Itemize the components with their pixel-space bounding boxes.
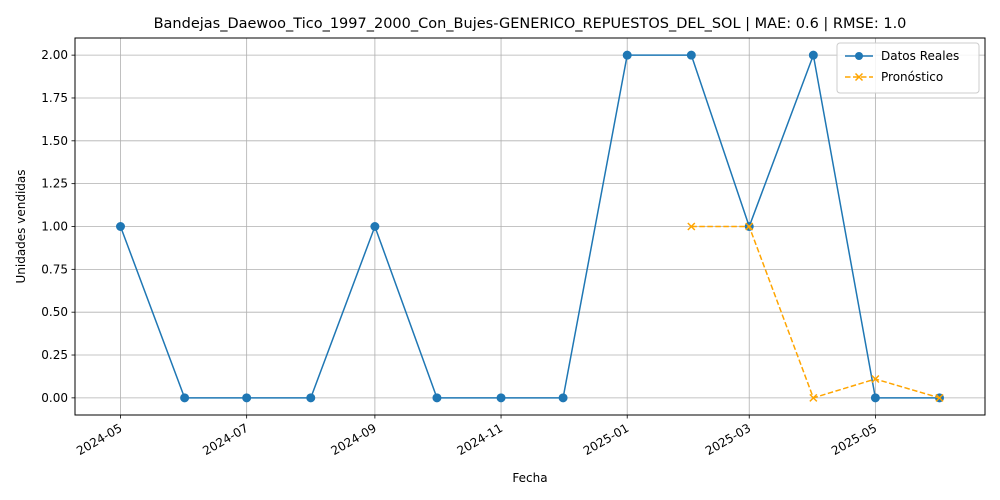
data-point bbox=[116, 222, 125, 231]
data-point bbox=[306, 393, 316, 403]
data-point bbox=[242, 393, 252, 403]
data-point bbox=[687, 222, 696, 231]
legend-marker bbox=[854, 72, 864, 82]
data-point bbox=[370, 222, 380, 231]
data-point bbox=[870, 393, 880, 403]
series-forecast bbox=[687, 222, 944, 402]
data-point bbox=[808, 50, 818, 60]
legend-label: Pronóstico bbox=[881, 70, 943, 84]
x-tick-label: 2024-09 bbox=[328, 421, 378, 458]
y-tick-label: 0.50 bbox=[41, 305, 68, 319]
data-point bbox=[432, 393, 442, 403]
legend-item: Pronóstico bbox=[845, 70, 943, 84]
data-point bbox=[180, 393, 190, 403]
data-point bbox=[871, 374, 880, 384]
x-tick-label: 2025-01 bbox=[581, 421, 631, 458]
y-axis-label: Unidades vendidas bbox=[14, 169, 28, 283]
grid bbox=[75, 38, 985, 415]
legend-item: Datos Reales bbox=[845, 49, 959, 63]
x-tick-label: 2025-03 bbox=[703, 421, 753, 458]
legend-label: Datos Reales bbox=[881, 49, 959, 63]
x-tick-label: 2025-05 bbox=[829, 421, 879, 458]
y-tick-label: 0.00 bbox=[41, 391, 68, 405]
y-tick-label: 1.25 bbox=[41, 177, 68, 191]
data-point bbox=[496, 393, 506, 403]
data-point bbox=[935, 393, 944, 402]
data-point bbox=[686, 50, 696, 60]
y-tick-label: 1.50 bbox=[41, 134, 68, 148]
x-tick-label: 2024-11 bbox=[455, 421, 505, 458]
legend: Datos Reales Pronóstico bbox=[836, 42, 980, 94]
series-actual bbox=[116, 50, 944, 403]
data-point bbox=[809, 393, 818, 402]
x-tick-label: 2024-07 bbox=[200, 421, 250, 458]
data-point bbox=[558, 393, 568, 403]
legend-marker bbox=[855, 52, 863, 60]
series-line bbox=[119, 52, 940, 399]
series-layer bbox=[116, 50, 944, 403]
y-tick-label: 0.75 bbox=[41, 262, 68, 276]
x-axis-label: Fecha bbox=[512, 471, 547, 485]
chart-title: Bandejas_Daewoo_Tico_1997_2000_Con_Bujes… bbox=[154, 16, 907, 32]
y-tick-label: 0.25 bbox=[41, 348, 68, 362]
y-tick-label: 1.00 bbox=[41, 220, 68, 234]
data-point bbox=[622, 50, 632, 60]
y-tick-label: 1.75 bbox=[41, 91, 68, 105]
x-tick-label: 2024-05 bbox=[74, 421, 124, 458]
data-point bbox=[745, 222, 754, 231]
axis-ticks: 2024-05 2024-07 2024-09 2024-11 2025-01 2025-… bbox=[41, 48, 879, 458]
y-tick-label: 2.00 bbox=[41, 48, 68, 62]
